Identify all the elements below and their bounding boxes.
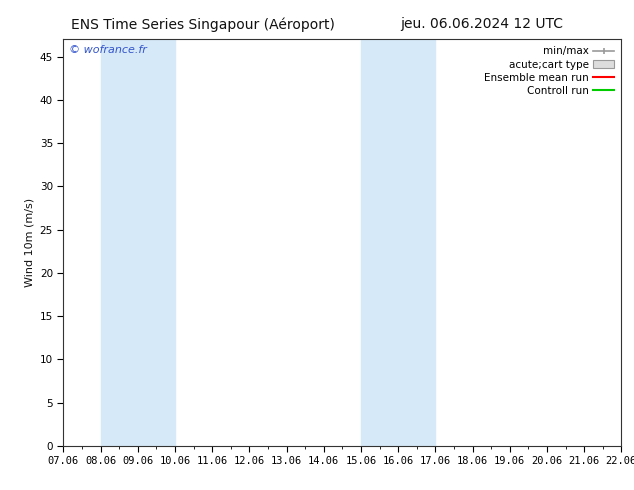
- Y-axis label: Wind 10m (m/s): Wind 10m (m/s): [24, 198, 34, 287]
- Bar: [361, 39, 436, 446]
- Text: © wofrance.fr: © wofrance.fr: [69, 45, 147, 55]
- Text: jeu. 06.06.2024 12 UTC: jeu. 06.06.2024 12 UTC: [400, 17, 564, 31]
- Bar: [101, 39, 175, 446]
- Legend: min/max, acute;cart type, Ensemble mean run, Controll run: min/max, acute;cart type, Ensemble mean …: [482, 45, 616, 98]
- Text: ENS Time Series Singapour (Aéroport): ENS Time Series Singapour (Aéroport): [71, 17, 335, 32]
